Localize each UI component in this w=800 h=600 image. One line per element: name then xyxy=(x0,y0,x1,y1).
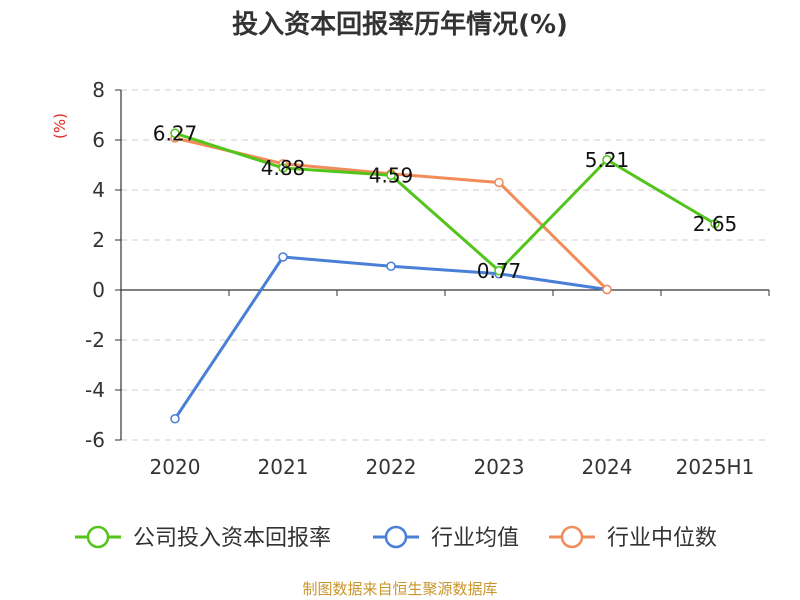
data-point xyxy=(710,219,720,229)
y-tick-label: 2 xyxy=(92,228,105,252)
y-tick-label: -2 xyxy=(85,328,105,352)
data-point xyxy=(602,155,612,165)
x-tick-label: 2020 xyxy=(150,455,201,479)
series-lines xyxy=(170,128,720,424)
legend-item: 行业均值 xyxy=(373,525,519,551)
data-labels: 6.27 4.88 4.59 0.77 5.21 2.65 xyxy=(153,121,738,283)
legend-item: 行业中位数 xyxy=(549,525,717,551)
data-label: 4.88 xyxy=(261,156,306,180)
x-tick-label: 2023 xyxy=(474,455,525,479)
data-label: 0.77 xyxy=(477,259,522,283)
data-label: 5.21 xyxy=(585,148,630,172)
y-tick-label: -4 xyxy=(85,378,105,402)
grid-lines xyxy=(121,89,769,441)
y-tick-label: 4 xyxy=(92,178,105,202)
legend-marker xyxy=(560,525,584,549)
data-point xyxy=(170,128,180,138)
data-point xyxy=(278,163,288,173)
legend: 公司投入资本回报率 行业均值 行业中位数 xyxy=(75,525,717,551)
y-tick-label: 8 xyxy=(92,78,105,102)
data-label: 2.65 xyxy=(693,212,738,236)
x-tick-label: 2021 xyxy=(258,455,309,479)
data-point xyxy=(602,284,612,295)
y-tick-label: 0 xyxy=(92,278,105,302)
y-axis-unit-label: (%) xyxy=(51,113,69,139)
legend-label: 公司投入资本回报率 xyxy=(133,526,331,551)
data-point xyxy=(278,252,288,262)
data-label: 4.59 xyxy=(369,163,414,187)
x-tick-label: 2022 xyxy=(366,455,417,479)
legend-marker xyxy=(86,525,110,549)
data-point xyxy=(386,170,396,180)
legend-item: 公司投入资本回报率 xyxy=(75,525,331,551)
chart-title: 投入资本回报率历年情况(%) xyxy=(232,9,568,40)
data-point xyxy=(386,261,396,271)
legend-marker xyxy=(384,525,408,549)
y-tick-label: -6 xyxy=(85,428,105,452)
legend-label: 行业中位数 xyxy=(607,526,717,551)
x-tick-label: 2024 xyxy=(582,455,633,479)
series-line xyxy=(174,131,716,273)
series-line xyxy=(173,255,608,420)
y-tick-label: 6 xyxy=(92,128,105,152)
data-label: 6.27 xyxy=(153,121,198,145)
source-note: 制图数据来自恒生聚源数据库 xyxy=(302,580,497,598)
x-tick-label: 2025H1 xyxy=(676,455,755,479)
data-point xyxy=(170,414,180,424)
legend-label: 行业均值 xyxy=(431,526,519,551)
data-point xyxy=(494,266,504,276)
axes: 8 6 4 2 0 -2 -4 -6 2020 2021 2022 2023 2024 2025H1 xyxy=(85,78,770,479)
data-point xyxy=(494,177,504,188)
